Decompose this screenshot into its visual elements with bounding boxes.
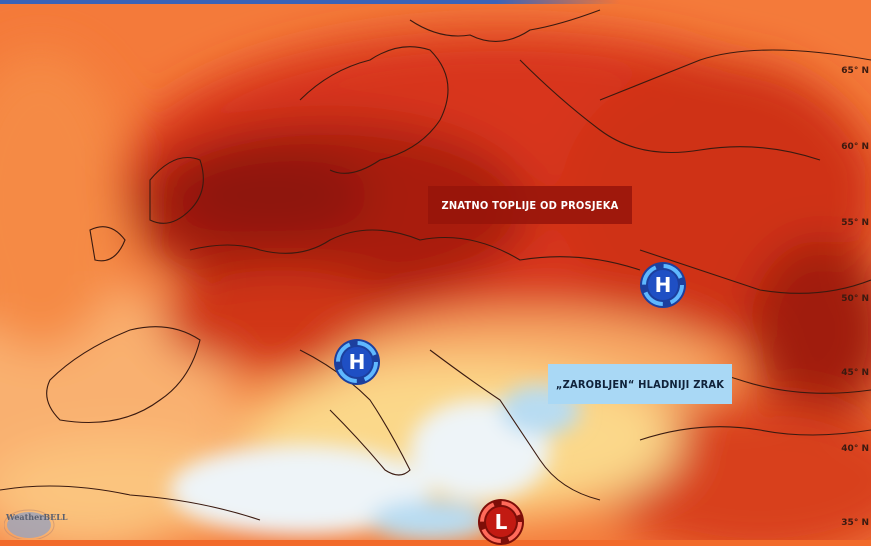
pressure-letter: H: [655, 273, 672, 297]
cold-air-label: „ZAROBLJEN“ HLADNIJI ZRAK: [548, 364, 732, 404]
pressure-letter: L: [495, 510, 508, 534]
low-pressure-icon: L: [478, 499, 524, 545]
high-pressure-icon: H: [640, 262, 686, 308]
high-pressure-icon: H: [334, 339, 380, 385]
top-bar: [0, 0, 620, 4]
latitude-label: 65° N: [841, 66, 869, 76]
latitude-label: 50° N: [841, 294, 869, 304]
anomaly-field: [0, 30, 871, 540]
latitude-label: 35° N: [841, 518, 869, 528]
weatherbell-logo: [4, 509, 55, 539]
warm-anomaly-label: ZNATNO TOPLIJE OD PROSJEKA: [428, 186, 632, 224]
coastlines: [0, 9, 871, 521]
watermark: WeatherBELL: [6, 512, 68, 522]
pressure-letter: H: [349, 350, 366, 374]
latitude-label: 45° N: [841, 368, 869, 378]
latitude-label: 40° N: [841, 444, 869, 454]
latitude-label: 60° N: [841, 142, 869, 152]
latitude-label: 55° N: [841, 218, 869, 228]
